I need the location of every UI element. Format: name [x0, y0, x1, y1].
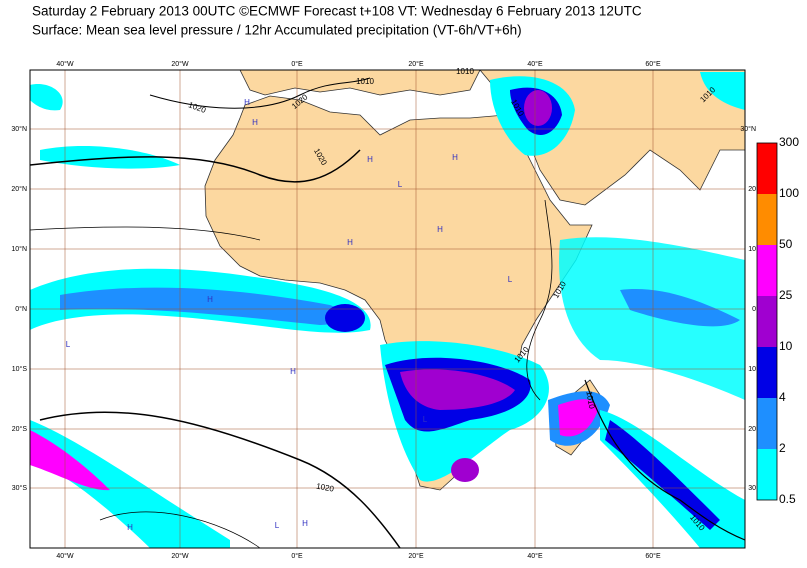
lat-label-right: 30°N [740, 125, 756, 133]
lon-label-bottom: 20°E [408, 552, 424, 560]
pressure-centre: L [508, 275, 513, 284]
legend-label: 25 [779, 288, 793, 302]
pressure-centre: H [290, 367, 296, 376]
lon-label-top: 40°E [527, 60, 543, 68]
isobar-label: 1010 [584, 390, 596, 410]
title-line-2: Surface: Mean sea level pressure / 12hr … [32, 23, 522, 38]
map-area [30, 70, 745, 548]
graticule [30, 70, 745, 548]
pressure-centre: L [66, 340, 71, 349]
legend-band [757, 398, 777, 449]
legend-label: 0.5 [779, 492, 796, 506]
title-line-1: Saturday 2 February 2013 00UTC ©ECMWF Fo… [32, 4, 642, 19]
pressure-centre: H [452, 153, 458, 162]
legend-label: 10 [779, 339, 793, 353]
legend-band [757, 296, 777, 347]
lat-label-right: 20 [748, 426, 756, 433]
lon-label-top: 40°W [56, 60, 74, 68]
lat-label-left: 10°S [12, 365, 28, 373]
legend-label: 50 [779, 237, 793, 251]
pressure-centre: H [252, 118, 258, 127]
lat-label-left: 30°N [11, 125, 27, 133]
lon-label-top: 20°E [408, 60, 424, 68]
lat-label-right: 30 [748, 485, 756, 492]
pressure-centre: L [275, 521, 280, 530]
lat-label-left: 30°S [12, 484, 28, 492]
lon-label-top: 60°E [645, 60, 661, 68]
lat-label-right: 20 [748, 186, 756, 193]
pressure-centre: L [398, 180, 403, 189]
legend-label: 2 [779, 441, 786, 455]
legend-label: 4 [779, 390, 786, 404]
lon-label-bottom: 40°E [527, 552, 543, 560]
lon-label-top: 0°E [291, 60, 303, 68]
pressure-centre: H [367, 155, 373, 164]
lon-label-bottom: 40°W [56, 552, 74, 560]
map-frame [29, 69, 746, 549]
lon-label-bottom: 0°E [291, 552, 303, 560]
lon-label-top: 20°W [171, 60, 189, 68]
pressure-centre: H [302, 519, 308, 528]
lat-label-left: 20°N [11, 185, 27, 193]
lat-label-left: 0°N [15, 305, 27, 313]
pressure-centre: H [127, 523, 133, 532]
lat-label-right: 0 [752, 306, 756, 313]
isobar-label: 1010 [356, 77, 374, 86]
legend-label: 100 [779, 186, 799, 200]
lat-label-left: 20°S [12, 425, 28, 433]
legend-band [757, 194, 777, 245]
lat-label-left: 10°N [11, 245, 27, 253]
pressure-centre: L [423, 415, 428, 424]
legend-band [757, 347, 777, 398]
isobars [30, 77, 745, 548]
lon-label-bottom: 60°E [645, 552, 661, 560]
pressure-centre: H [207, 295, 213, 304]
legend-band [757, 143, 777, 194]
legend-label: 300 [779, 135, 799, 149]
pressure-centre: H [437, 225, 443, 234]
lat-label-right: 10 [748, 366, 756, 373]
lat-label-right: 10 [748, 246, 756, 253]
legend-band [757, 449, 777, 500]
legend-band [757, 245, 777, 296]
pressure-centre: H [347, 238, 353, 247]
isobar-label: 1010 [456, 67, 474, 76]
pressure-centre: H [244, 98, 250, 107]
isobar-label: 1020 [316, 482, 336, 494]
legend-frame [756, 142, 778, 501]
lon-label-bottom: 20°W [171, 552, 189, 560]
